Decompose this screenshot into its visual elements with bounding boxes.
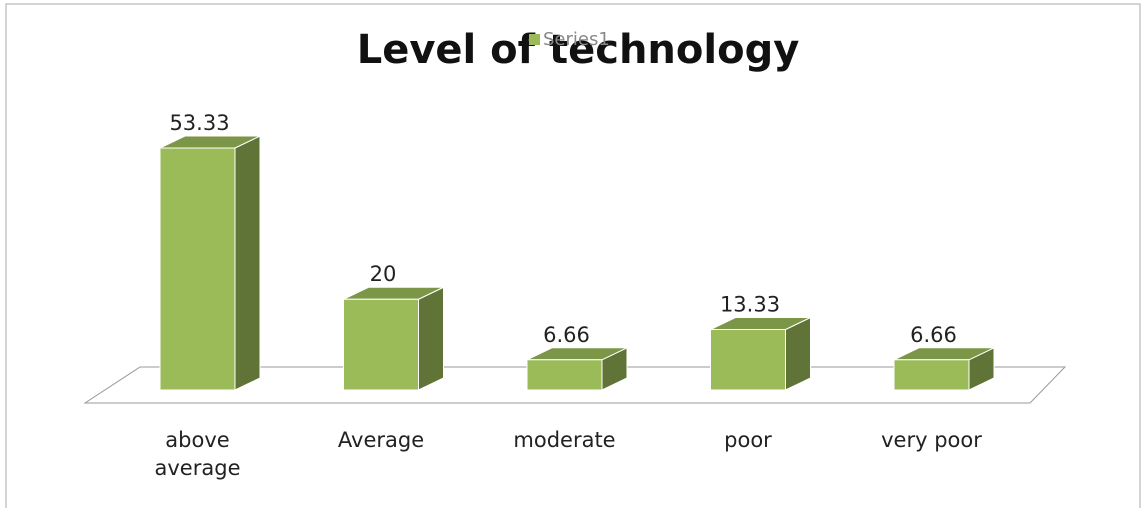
bar <box>159 147 236 391</box>
bar-side <box>418 286 444 391</box>
x-tick-label: poor <box>724 428 772 452</box>
x-tick-label: Average <box>337 428 425 452</box>
legend-label: Series1 <box>543 29 610 50</box>
legend-swatch <box>529 34 540 45</box>
x-tick-label: moderate <box>513 428 616 452</box>
data-label: 20 <box>370 262 397 286</box>
x-tick-label: above average <box>154 428 241 480</box>
data-label: 53.33 <box>169 111 229 135</box>
bar <box>526 359 603 391</box>
bar <box>893 359 970 391</box>
chart-title: Level of technology <box>357 27 800 73</box>
bar <box>710 329 786 391</box>
data-label: 13.33 <box>720 293 780 317</box>
bar-side <box>234 135 261 391</box>
data-label: 6.66 <box>910 323 957 347</box>
data-label: 6.66 <box>543 323 590 347</box>
x-tick-label: very poor <box>881 428 982 452</box>
bar <box>343 298 419 391</box>
bar-side <box>785 316 811 391</box>
